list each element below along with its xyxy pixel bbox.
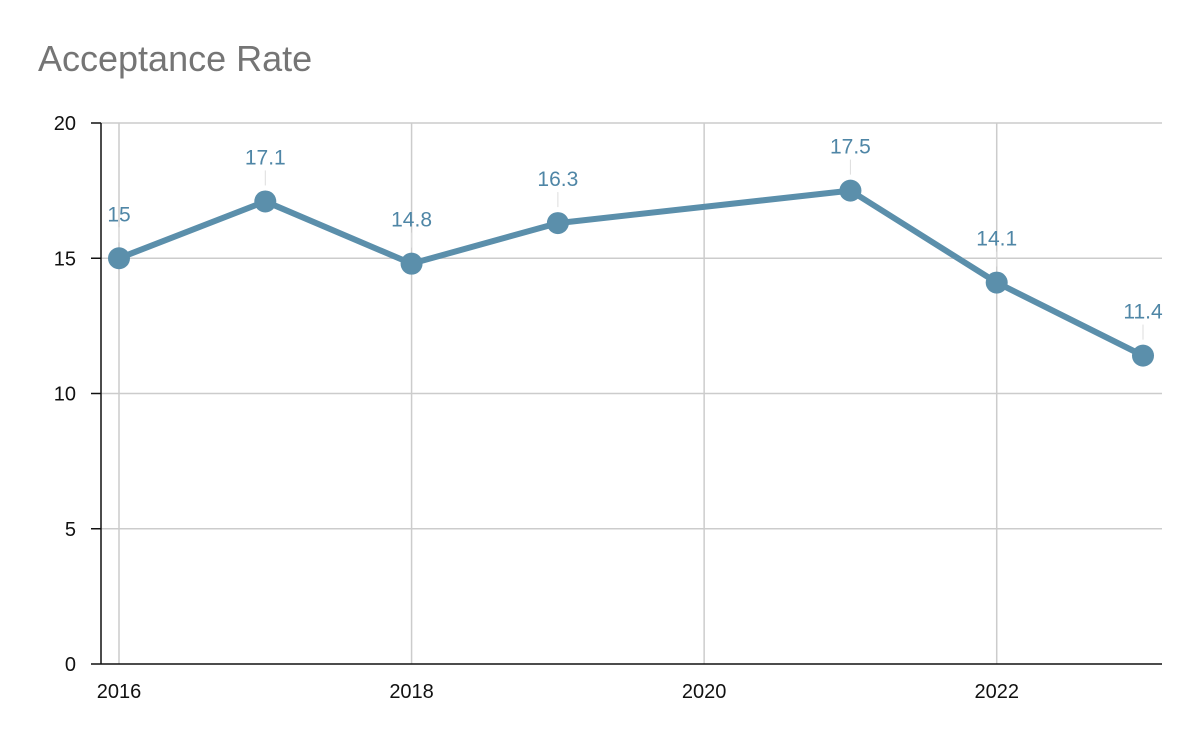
data-point — [254, 190, 277, 213]
data-label: 11.4 — [1123, 301, 1163, 324]
data-point — [839, 179, 862, 202]
data-point — [985, 271, 1008, 294]
x-tick-label: 2022 — [974, 681, 1019, 703]
series-line — [116, 187, 1146, 359]
data-label: 17.5 — [830, 136, 871, 159]
y-tick-label: 0 — [65, 654, 76, 676]
data-label: 15 — [107, 203, 130, 226]
chart-title: Acceptance Rate — [38, 38, 313, 79]
data-label: 17.1 — [245, 146, 286, 169]
y-tick-label: 10 — [54, 384, 76, 406]
grid-lines — [101, 122, 1162, 664]
y-tick-label: 5 — [65, 519, 76, 541]
data-point — [108, 247, 130, 270]
data-labels: 15 17.1 14.8 16.3 17.5 14.1 11.4 — [107, 136, 1163, 340]
y-tick-label: 15 — [54, 248, 76, 270]
x-tick-label: 2020 — [682, 681, 727, 703]
series-line-group — [108, 179, 1154, 367]
data-point — [1132, 344, 1154, 367]
data-label: 14.1 — [976, 228, 1017, 251]
data-label: 16.3 — [537, 168, 578, 191]
x-tick-label: 2016 — [97, 681, 142, 703]
data-label: 14.8 — [391, 209, 432, 232]
axes: 0 5 10 15 20 2016 2018 2020 2022 — [54, 113, 1162, 703]
y-tick-label: 20 — [54, 113, 76, 135]
x-tick-label: 2018 — [389, 681, 434, 703]
data-point — [400, 252, 423, 275]
data-point — [546, 212, 569, 235]
